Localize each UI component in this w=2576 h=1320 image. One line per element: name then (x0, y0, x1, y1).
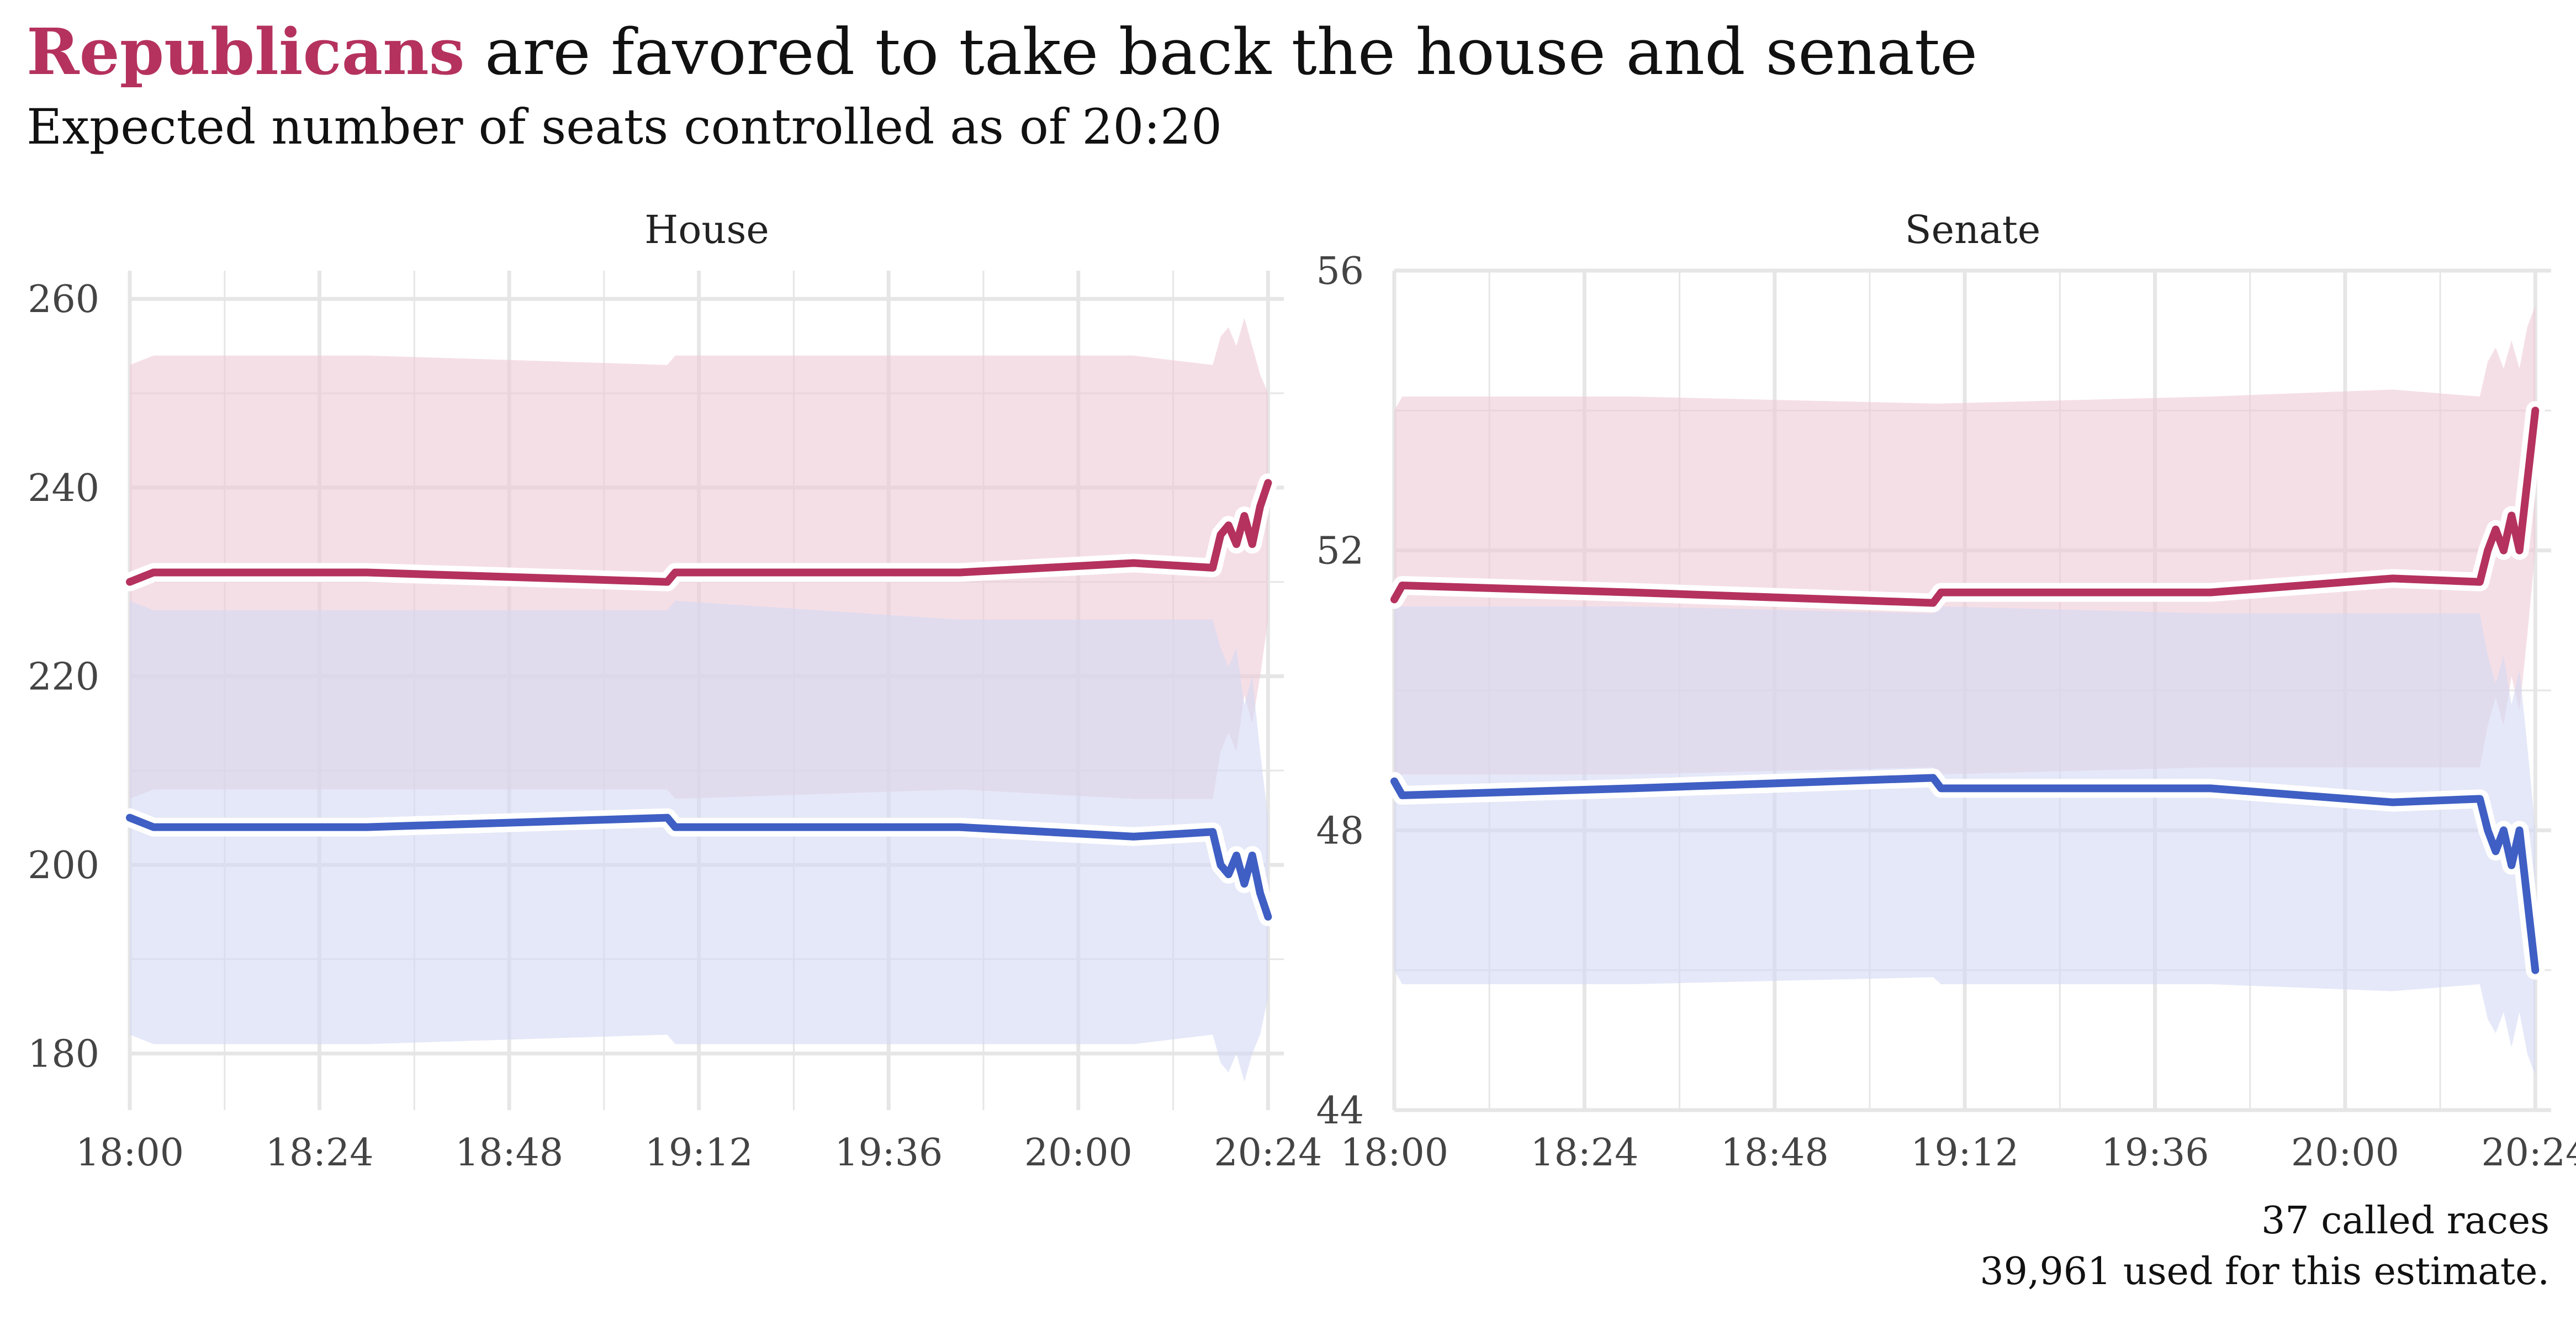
caption-estimate-count: 39,961 used for this estimate. (1980, 1250, 2549, 1293)
house-y-tick-label: 240 (28, 467, 99, 510)
senate-x-tick-label: 19:12 (1911, 1131, 2019, 1175)
house-y-tick-label: 260 (28, 278, 99, 321)
caption: 37 called races 39,961 used for this est… (1980, 1196, 2549, 1297)
title-rest: are favored to take back the house and s… (464, 15, 1978, 89)
senate-x-tick-label: 18:00 (1340, 1131, 1448, 1175)
house-y-tick-label: 180 (28, 1033, 99, 1076)
house-x-tick-label: 20:00 (1024, 1131, 1133, 1175)
senate-panel: Senate 18:00 18:24 18:48 19:12 19:36 20:00 20:2… (1316, 207, 2576, 1175)
house-x-tick-label: 18:48 (455, 1131, 563, 1175)
senate-y-tick-label: 48 (1316, 809, 1364, 853)
senate-republican-expected-seats-line (1390, 406, 2540, 607)
house-y-tick-label: 220 (28, 655, 99, 699)
house-panel-label: House (644, 207, 769, 252)
house-y-tick-label: 200 (28, 844, 99, 888)
house-x-tick-label: 19:36 (834, 1131, 943, 1175)
senate-panel-label: Senate (1905, 207, 2041, 252)
senate-democrat-interval-band (1394, 592, 2536, 1075)
house-x-tick-label: 18:00 (76, 1131, 184, 1175)
senate-x-tick-label: 20:24 (2481, 1131, 2576, 1175)
chart-subtitle: Expected number of seats controlled as o… (27, 98, 1223, 155)
senate-democrat-expected-seats-line (1390, 774, 2540, 974)
house-x-tick-label: 19:12 (645, 1131, 753, 1175)
house-panel: House 18:00 18:24 18:48 19:12 19:36 20:00 20:24… (28, 207, 1322, 1175)
chart-title: Republicans are favored to take back the… (27, 15, 1978, 89)
senate-y-tick-label: 56 (1316, 250, 1364, 293)
senate-x-tick-label: 18:48 (1721, 1131, 1829, 1175)
house-democrat-expected-seats-line (126, 814, 1272, 921)
house-democrat-interval-band (130, 600, 1268, 1082)
senate-y-tick-label: 52 (1316, 530, 1364, 573)
senate-y-tick-label: 44 (1316, 1089, 1364, 1133)
senate-x-tick-label: 20:00 (2291, 1131, 2399, 1175)
senate-x-tick-label: 18:24 (1530, 1131, 1638, 1175)
title-highlight: Republicans (27, 15, 465, 89)
house-x-tick-label: 20:24 (1214, 1131, 1322, 1175)
senate-x-tick-label: 19:36 (2101, 1131, 2209, 1175)
caption-called-races: 37 called races (2261, 1199, 2549, 1243)
house-republican-expected-seats-line (126, 479, 1272, 586)
house-x-tick-label: 18:24 (266, 1131, 374, 1175)
